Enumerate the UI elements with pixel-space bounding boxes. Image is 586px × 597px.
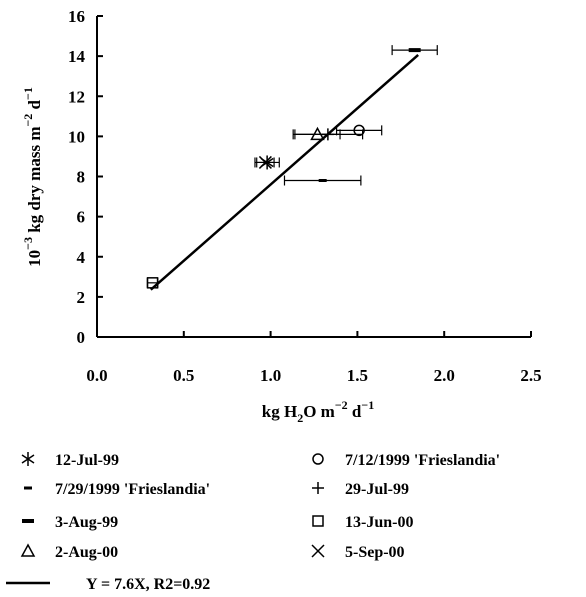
legend-item-fit: Y = 7.6X, R2=0.92 <box>6 576 210 593</box>
x-tick-label: 0.0 <box>86 366 107 385</box>
x-tick-label: 1.0 <box>260 366 281 385</box>
legend-marker <box>312 453 324 465</box>
data-point <box>146 277 159 289</box>
x-tick-label: 2.0 <box>434 366 455 385</box>
legend-label: 29-Jul-99 <box>345 481 409 498</box>
error-bar <box>335 125 383 136</box>
legend-item: 7/29/1999 'Frieslandia' <box>24 481 210 498</box>
data-point <box>258 155 272 169</box>
data-point <box>310 126 325 141</box>
legend-item: 5-Sep-00 <box>311 544 405 561</box>
axes <box>96 15 532 338</box>
y-tick-label: 10 <box>68 127 85 146</box>
plot-area <box>146 45 438 291</box>
legend-fit-label: Y = 7.6X, R2=0.92 <box>86 576 210 593</box>
y-tick-label: 8 <box>77 168 86 187</box>
legend-item: 13-Jun-00 <box>312 514 413 531</box>
legend-item: 29-Jul-99 <box>312 481 409 498</box>
legend-label: 13-Jun-00 <box>345 514 413 531</box>
legend-label: 7/29/1999 'Frieslandia' <box>55 481 210 498</box>
legend-item: 12-Jul-99 <box>21 452 119 469</box>
legend-item: 3-Aug-99 <box>22 514 118 531</box>
y-tick-label: 4 <box>77 248 86 267</box>
legend-marker <box>312 515 324 527</box>
legend-label: 12-Jul-99 <box>55 452 119 469</box>
y-axis-label: 10−3 kg dry mass m−2 d−1 <box>21 87 44 267</box>
legend-label: 7/12/1999 'Frieslandia' <box>345 452 500 469</box>
legend-label: 3-Aug-99 <box>55 514 118 531</box>
legend-label: 5-Sep-00 <box>345 544 405 561</box>
data-point <box>353 124 365 137</box>
y-tick-label: 0 <box>77 328 86 347</box>
legend-marker <box>21 452 35 466</box>
x-tick-label: 0.5 <box>173 366 194 385</box>
error-bar <box>294 129 341 140</box>
regression-line <box>149 53 419 291</box>
y-tick-label: 14 <box>68 47 86 66</box>
y-tick-label: 2 <box>77 288 86 307</box>
legend-marker <box>312 482 324 494</box>
legend-marker <box>20 543 36 557</box>
y-tick-label: 6 <box>77 208 86 227</box>
legend: 12-Jul-99 7/12/1999 'Frieslandia' 7/29/199… <box>6 452 500 593</box>
legend-marker <box>311 544 325 558</box>
y-tick-label: 12 <box>68 87 85 106</box>
tick-labels: 0 2 4 6 8 10 12 14 16 0.0 0.5 1.0 1.5 2.0 2.5 <box>68 7 542 385</box>
legend-item: 2-Aug-00 <box>20 543 118 561</box>
x-axis-label: kg H2O m−2 d−1 <box>262 398 374 425</box>
x-tick-label: 2.5 <box>520 366 541 385</box>
x-tick-label: 1.5 <box>347 366 368 385</box>
legend-label: 2-Aug-00 <box>55 544 118 561</box>
y-tick-label: 16 <box>68 7 85 26</box>
legend-item: 7/12/1999 'Frieslandia' <box>312 452 500 469</box>
